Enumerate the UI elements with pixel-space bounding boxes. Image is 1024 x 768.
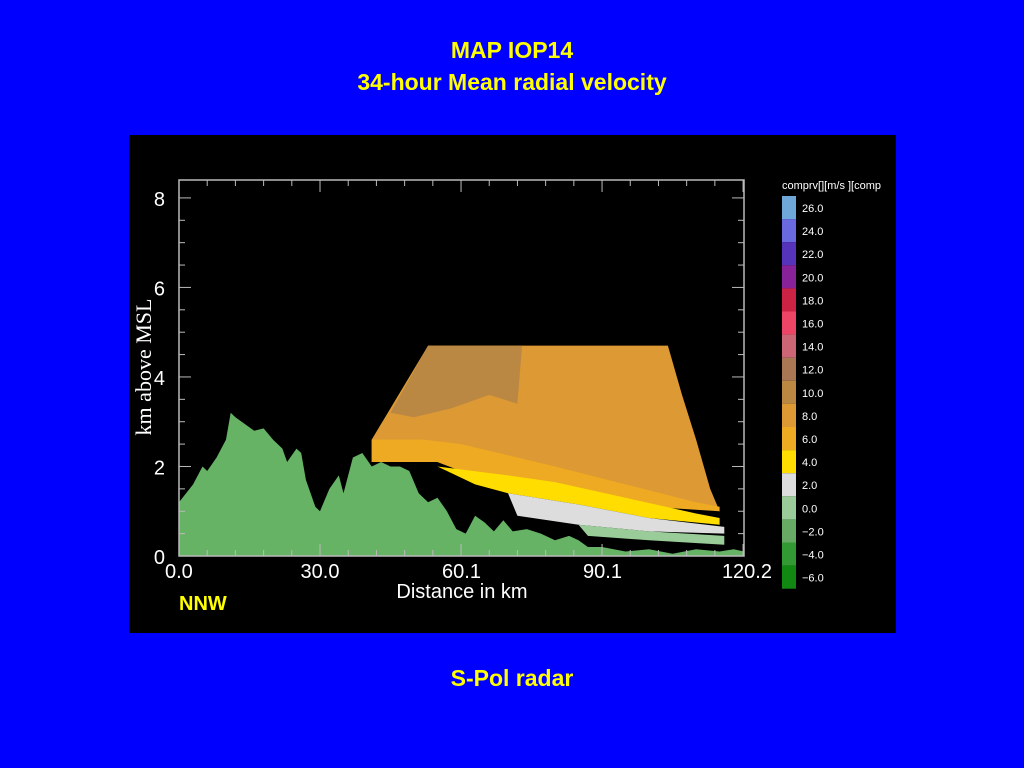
x-axis: 0.0 30.0 60.1 90.1 120.2 — [165, 180, 772, 583]
colorbar-label: 8.0 — [802, 411, 817, 423]
x-tick-label: 0.0 — [165, 561, 193, 583]
y-tick-label: 4 — [154, 368, 165, 390]
velocity-region-3 — [437, 466, 720, 525]
colorbar-swatch — [782, 311, 796, 335]
x-tick-label: 120.2 — [722, 561, 772, 583]
colorbar-label: −2.0 — [802, 526, 824, 538]
y-axis-label: km above MSL — [131, 299, 156, 436]
colorbar-label: 12.0 — [802, 365, 823, 377]
colorbar-swatch — [782, 450, 796, 474]
terrain-profile — [179, 412, 744, 556]
colorbar-label: 20.0 — [802, 272, 823, 284]
slide-title-line1: MAP IOP14 — [450, 37, 574, 63]
radar-cross-section-chart: 0.0 30.0 60.1 90.1 120.2 0 2 4 6 8 Distance in k… — [129, 135, 896, 633]
velocity-region-1 — [390, 345, 523, 418]
colorbar-label: 6.0 — [802, 434, 817, 446]
colorbar-swatch — [782, 519, 796, 543]
colorbar-swatch — [782, 357, 796, 381]
colorbar-label: 26.0 — [802, 203, 823, 215]
y-tick-label: 8 — [154, 189, 165, 211]
velocity-region-5 — [578, 524, 725, 545]
colorbar-swatch — [782, 219, 796, 243]
colorbar-swatch — [782, 403, 796, 427]
colorbar-swatch — [782, 196, 796, 220]
x-tick-label: 60.1 — [442, 561, 481, 583]
colorbar-swatch — [782, 542, 796, 566]
chart-svg: 0.0 30.0 60.1 90.1 120.2 0 2 4 6 8 Distance in k… — [131, 179, 881, 615]
colorbar-label: 0.0 — [802, 503, 817, 515]
colorbar-swatch — [782, 565, 796, 589]
colorbar-label: 10.0 — [802, 388, 823, 400]
y-axis: 0 2 4 6 8 — [154, 189, 744, 569]
colorbar-label: −6.0 — [802, 573, 824, 585]
velocity-region-4 — [508, 493, 725, 534]
direction-label: NNW — [179, 593, 227, 615]
slide-title-line2: 34-hour Mean radial velocity — [357, 69, 667, 95]
colorbar-swatch — [782, 334, 796, 358]
colorbar-label: 16.0 — [802, 319, 823, 331]
colorbar-label: 2.0 — [802, 480, 817, 492]
y-tick-label: 0 — [154, 547, 165, 569]
terrain-layer — [179, 412, 744, 556]
colorbar-swatch — [782, 242, 796, 266]
velocity-region-2 — [371, 439, 720, 512]
colorbar-swatch — [782, 380, 796, 404]
slide-caption: S-Pol radar — [450, 665, 574, 691]
colorbar-label: 14.0 — [802, 342, 823, 354]
colorbar: comprv[][m/s ][comp 26.0 24.0 22.0 20.0 18.0… — [782, 180, 881, 589]
slide-title: MAP IOP14 34-hour Mean radial velocity — [0, 34, 1024, 98]
colorbar-swatch — [782, 288, 796, 312]
colorbar-swatch — [782, 496, 796, 520]
colorbar-label: 22.0 — [802, 249, 823, 261]
x-tick-label: 30.0 — [301, 561, 340, 583]
colorbar-label: −4.0 — [802, 550, 824, 562]
velocity-fill-layer — [371, 345, 725, 545]
colorbar-swatch — [782, 427, 796, 451]
y-tick-label: 2 — [154, 457, 165, 479]
colorbar-title: comprv[][m/s ][comp — [782, 180, 881, 192]
colorbar-swatch — [782, 265, 796, 289]
x-tick-label: 90.1 — [583, 561, 622, 583]
colorbar-label: 18.0 — [802, 295, 823, 307]
colorbar-label: 4.0 — [802, 457, 817, 469]
y-tick-label: 6 — [154, 278, 165, 300]
colorbar-label: 24.0 — [802, 226, 823, 238]
x-axis-label: Distance in km — [396, 581, 527, 603]
colorbar-swatch — [782, 473, 796, 497]
